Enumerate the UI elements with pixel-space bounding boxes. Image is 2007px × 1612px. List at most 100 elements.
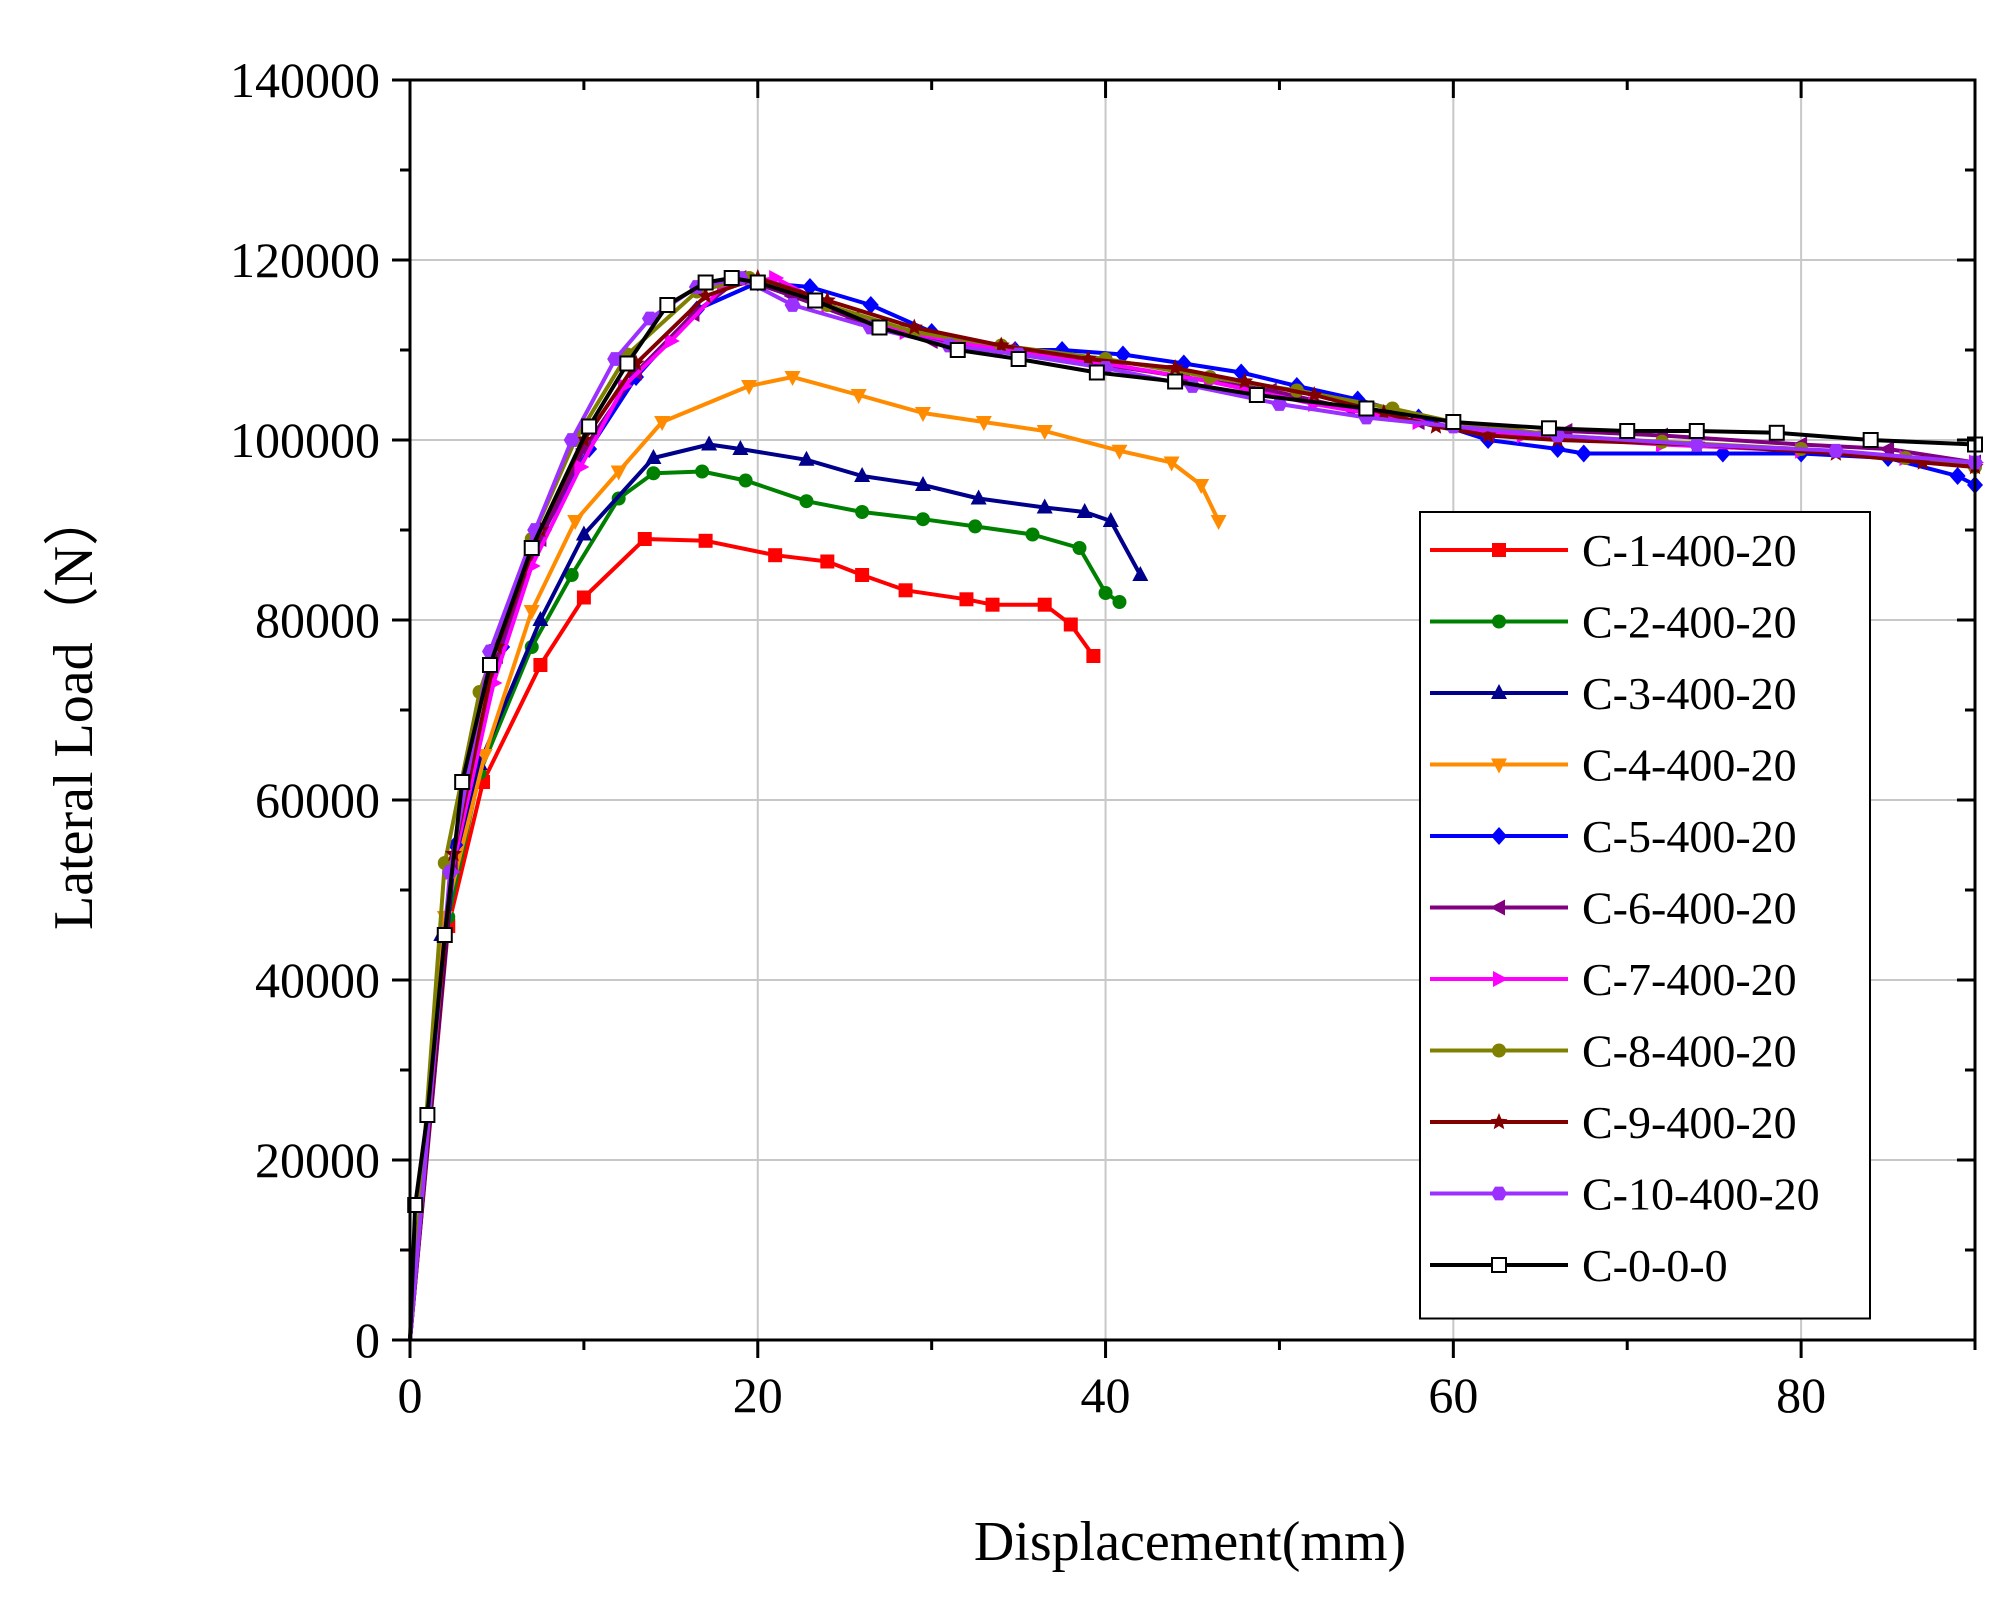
x-tick-label: 40 <box>1081 1367 1131 1423</box>
data-point <box>1025 527 1040 542</box>
data-point <box>1102 512 1119 527</box>
data-point <box>523 540 540 556</box>
data-point <box>1166 359 1184 376</box>
legend-label: C-10-400-20 <box>1582 1169 1820 1220</box>
data-point <box>975 416 992 431</box>
data-point <box>1248 387 1265 403</box>
axes: 0 20 40 60 80 0 20000 40000 60000 80000 100000 1200… <box>230 52 1977 1423</box>
data-point <box>1193 479 1210 494</box>
y-tick-label: 120000 <box>230 232 380 288</box>
data-point <box>970 489 987 505</box>
legend-label: C-5-400-20 <box>1582 811 1797 862</box>
data-point <box>646 466 661 481</box>
y-axis-title: Lateral Load（N） <box>43 490 105 930</box>
data-point <box>1862 432 1879 448</box>
data-point <box>581 418 598 435</box>
legend-label: C-9-400-20 <box>1582 1097 1797 1148</box>
y-tick-label: 140000 <box>230 52 380 108</box>
data-point <box>1827 443 1844 458</box>
data-point <box>698 533 713 548</box>
data-point <box>1063 617 1078 632</box>
data-point <box>637 532 652 546</box>
data-point <box>1132 566 1149 581</box>
series-line <box>408 537 1096 1342</box>
data-point <box>749 274 766 291</box>
data-point <box>533 658 548 672</box>
data-point <box>610 465 627 481</box>
data-point <box>854 467 871 482</box>
y-tick-label: 100000 <box>230 412 380 468</box>
data-point <box>914 407 931 422</box>
data-point <box>664 333 680 349</box>
data-point <box>1879 441 1895 457</box>
legend-swatch-marker <box>1491 1186 1507 1201</box>
data-point <box>574 459 590 475</box>
legend-item: C-3-400-20 <box>1430 668 1797 719</box>
data-point <box>915 512 930 527</box>
data-point <box>419 1107 436 1123</box>
y-tick-label: 0 <box>355 1312 380 1368</box>
data-point <box>820 554 835 569</box>
data-point <box>654 416 671 431</box>
data-point <box>1086 649 1101 663</box>
data-point <box>738 473 753 488</box>
legend-swatch-marker <box>1491 684 1507 699</box>
legend-item: C-0-0-0 <box>1430 1240 1728 1291</box>
data-point <box>697 274 714 291</box>
data-point <box>992 336 1010 353</box>
data-point <box>1914 453 1932 470</box>
data-point <box>799 494 814 509</box>
data-point <box>1949 467 1966 485</box>
data-point <box>1072 541 1087 555</box>
x-axis-title: Displacement(mm) <box>974 1511 1406 1573</box>
legend-swatch-marker <box>1490 1113 1508 1130</box>
legend-label: C-7-400-20 <box>1582 954 1797 1005</box>
data-point <box>1688 437 1705 452</box>
y-tick-label: 60000 <box>255 772 380 828</box>
data-point <box>768 548 783 563</box>
data-point <box>1088 364 1105 381</box>
data-point <box>1114 345 1131 364</box>
data-point <box>407 1197 424 1213</box>
legend-swatch-marker <box>1492 543 1506 557</box>
data-point <box>454 774 471 790</box>
data-point <box>645 449 662 464</box>
data-point <box>784 371 801 386</box>
data-point <box>1163 456 1180 472</box>
data-point <box>798 450 815 466</box>
legend-label: C-1-400-20 <box>1582 525 1797 576</box>
x-tick-label: 0 <box>398 1367 423 1423</box>
data-point <box>1445 414 1462 430</box>
data-point <box>1575 444 1592 463</box>
data-point <box>1479 426 1497 443</box>
data-point <box>576 590 591 605</box>
legend-label: C-2-400-20 <box>1582 597 1797 648</box>
legend-item: C-4-400-20 <box>1430 740 1797 791</box>
y-tick-label: 20000 <box>255 1132 380 1188</box>
data-point <box>959 592 974 607</box>
legend-swatch-marker <box>1492 1043 1506 1058</box>
legend-item: C-1-400-20 <box>1430 525 1797 576</box>
data-point <box>1210 515 1227 530</box>
x-tick-label: 80 <box>1776 1367 1826 1423</box>
data-point <box>523 605 540 620</box>
data-point <box>1111 444 1128 460</box>
data-point <box>476 749 493 764</box>
data-point <box>619 355 636 372</box>
data-point <box>659 297 676 313</box>
data-point <box>732 440 749 455</box>
legend-swatch-marker <box>1493 971 1508 987</box>
data-point <box>564 568 579 582</box>
y-tick-label: 40000 <box>255 952 380 1008</box>
y-tick-label: 80000 <box>255 592 380 648</box>
data-point <box>862 296 879 314</box>
data-point <box>1619 423 1636 439</box>
data-point <box>741 380 758 395</box>
data-point <box>905 318 923 335</box>
data-point <box>532 611 549 626</box>
data-point <box>807 292 824 309</box>
series-line <box>408 276 1977 1342</box>
legend-item: C-10-400-20 <box>1430 1169 1820 1220</box>
